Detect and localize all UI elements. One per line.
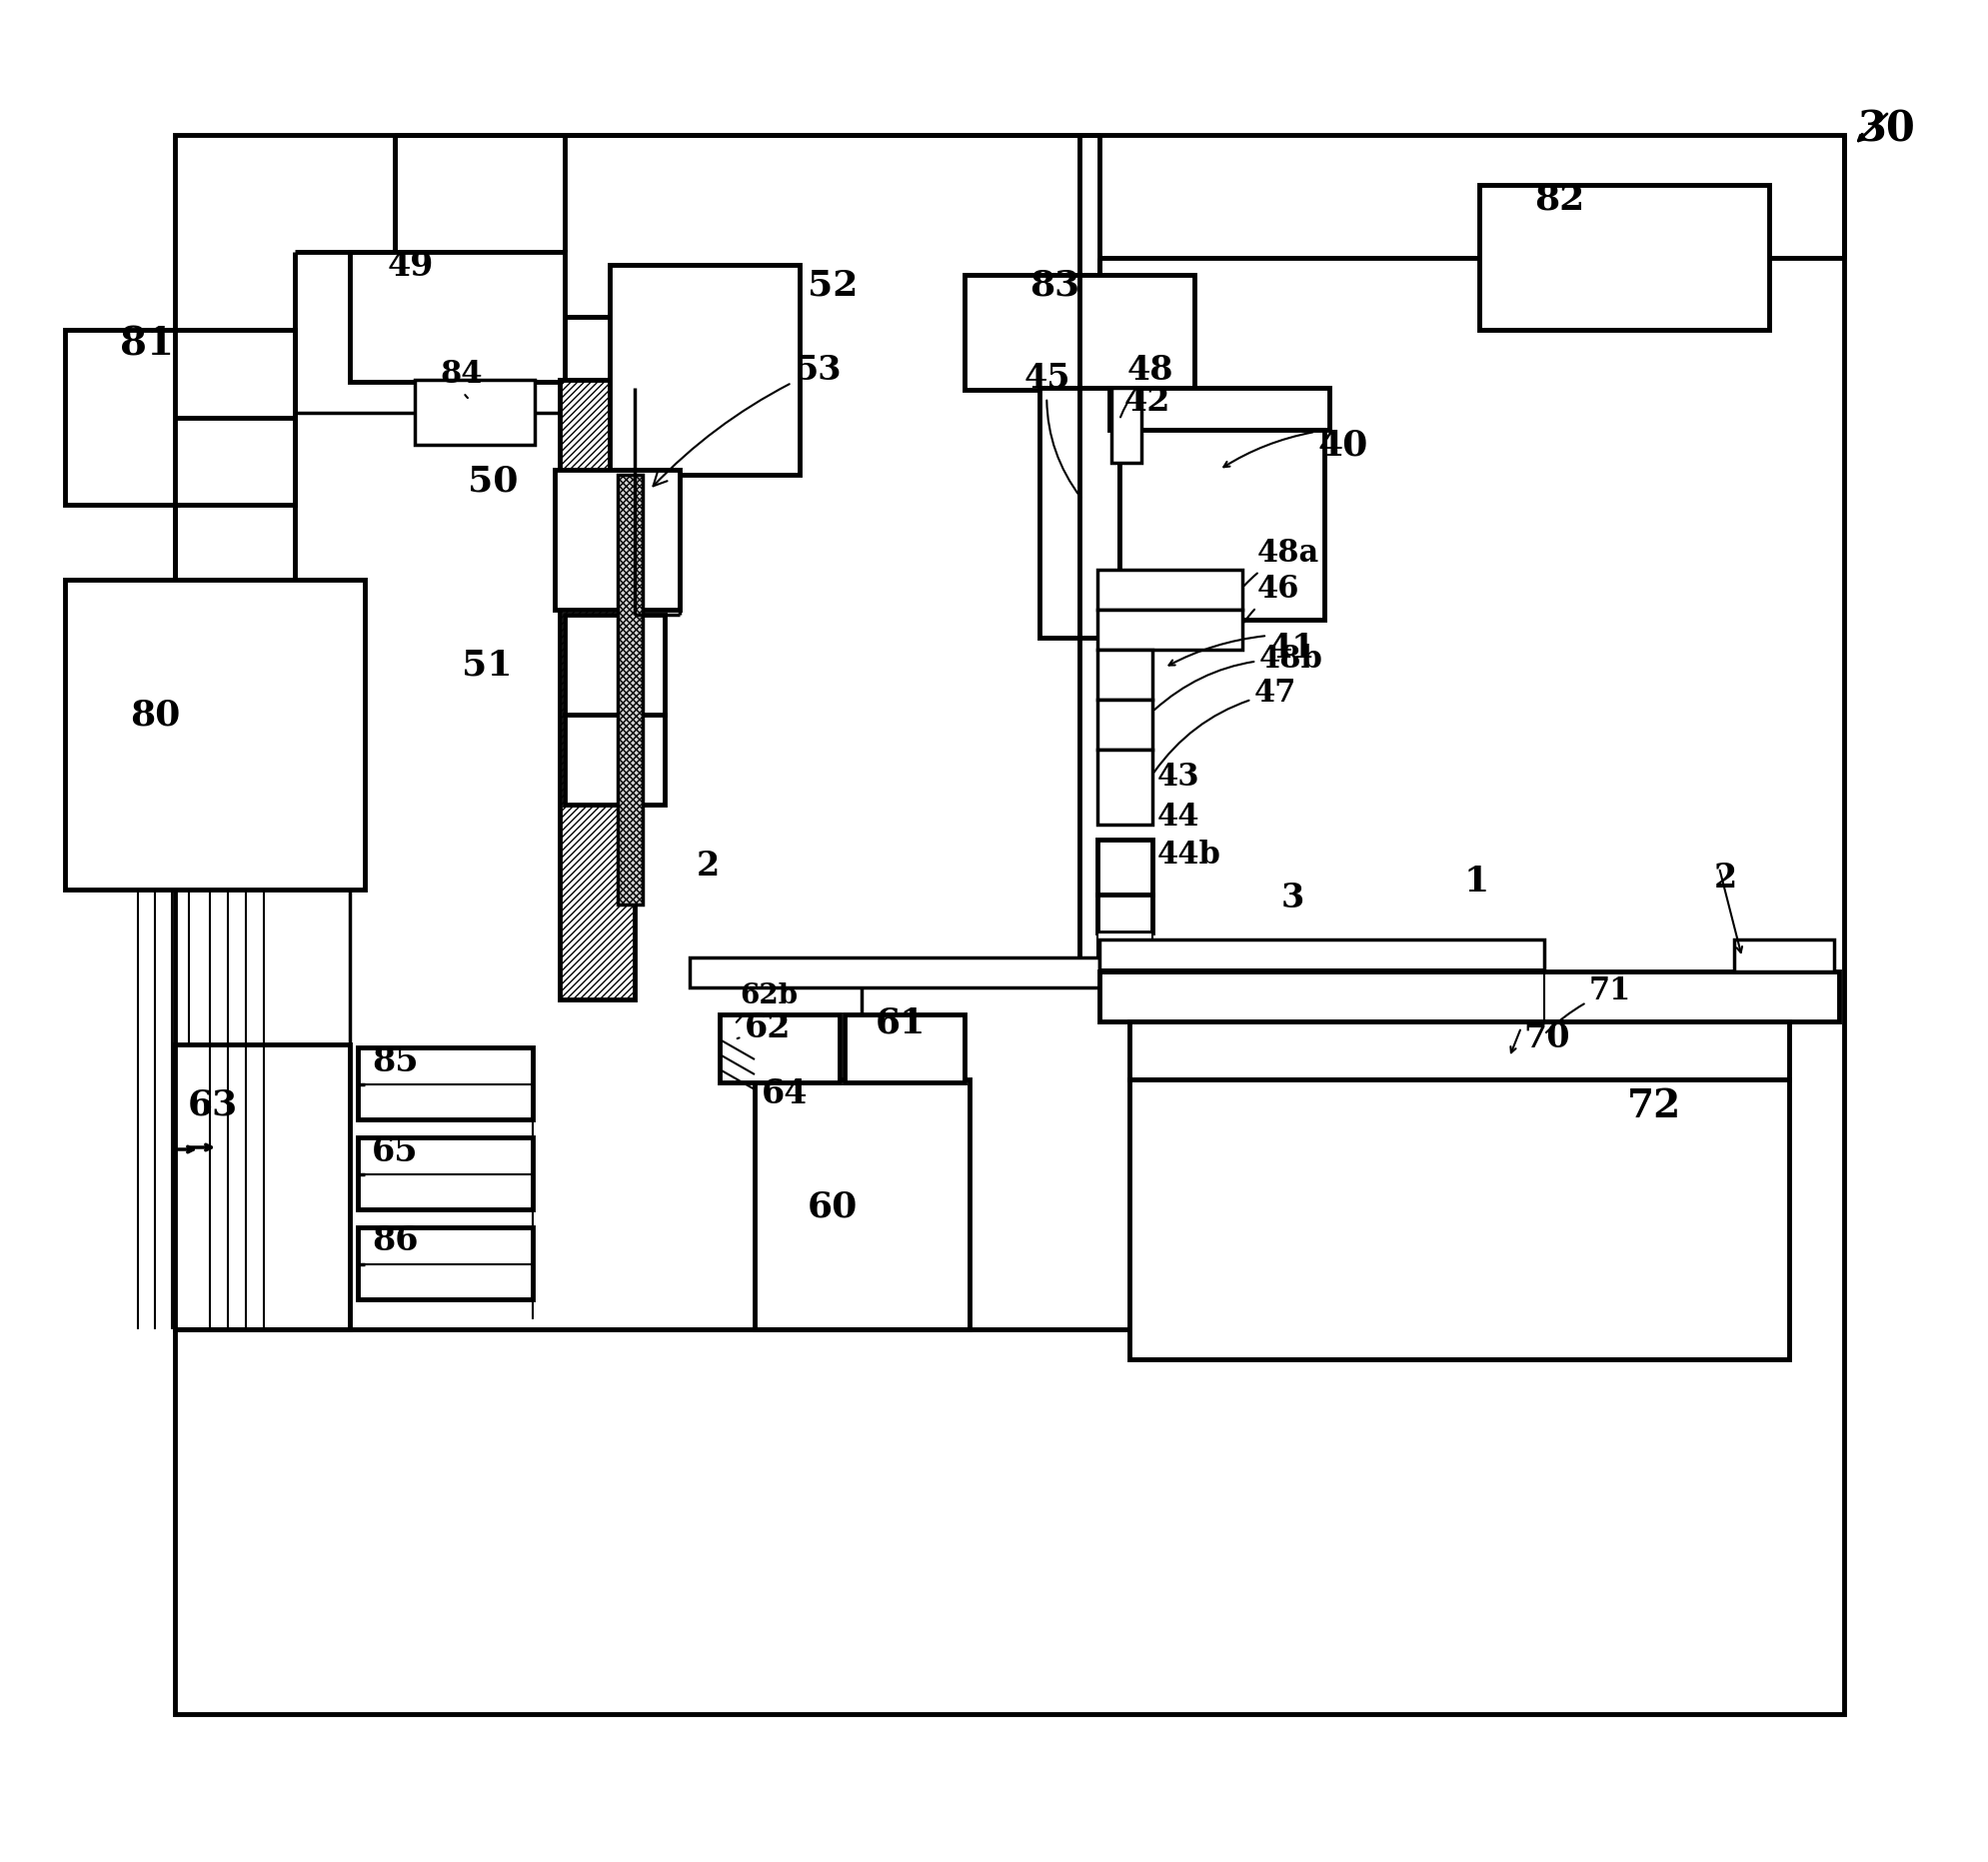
Text: 51: 51 [461,648,513,681]
Text: 85: 85 [372,1045,417,1078]
Bar [1097,700,1151,750]
Text: 3: 3 [1280,881,1304,914]
Text: 44b: 44b [1157,840,1221,871]
Text: 63: 63 [187,1087,239,1121]
Text: 86: 86 [372,1225,417,1257]
Bar [1099,972,1839,1022]
Text: 61: 61 [875,1007,926,1041]
Bar [964,276,1195,389]
Bar [555,469,680,609]
Bar [1119,419,1324,620]
Bar [1097,650,1151,700]
Text: 1: 1 [1463,864,1489,899]
Text: 46: 46 [1242,573,1298,622]
Text: 83: 83 [1030,268,1079,302]
Bar [1129,1080,1787,1359]
Text: 60: 60 [807,1190,857,1223]
Bar [610,264,799,475]
Text: 70: 70 [1523,1022,1569,1054]
Text: 41: 41 [1268,631,1316,665]
Bar [358,1138,533,1208]
Bar [1109,387,1328,430]
Text: 81: 81 [119,326,173,363]
Bar [565,614,664,715]
Bar [358,1227,533,1300]
Bar [66,579,364,890]
Bar [175,1045,350,1329]
Bar [1129,1022,1787,1080]
Text: 43: 43 [1157,762,1199,793]
Text: 40: 40 [1316,428,1368,462]
Text: 49: 49 [388,250,433,283]
Bar [66,330,294,505]
Bar [1111,387,1141,464]
Bar [565,715,664,804]
Bar [1479,184,1767,330]
Text: 62: 62 [738,1011,791,1045]
Bar [1097,609,1242,650]
Text: 42: 42 [1123,385,1171,417]
Text: 48b: 48b [1153,644,1322,709]
Bar [1040,387,1119,637]
Bar [1734,940,1833,972]
Bar [753,1080,968,1329]
Text: 50: 50 [467,466,519,499]
Text: 72: 72 [1626,1087,1680,1125]
Bar [1097,840,1151,894]
Bar [845,1015,964,1082]
Bar [720,1015,839,1082]
Text: 2: 2 [1714,862,1736,894]
Bar [350,251,565,382]
Bar [1097,894,1151,933]
Text: 47: 47 [1153,678,1296,773]
Text: 65: 65 [372,1136,417,1167]
Bar [1097,570,1242,609]
Text: 84: 84 [439,359,481,398]
Bar [1097,933,1151,957]
Bar [559,475,674,605]
Bar [1097,750,1151,825]
Text: 52: 52 [807,268,857,302]
Bar [358,1048,533,1119]
Text: 71: 71 [1545,976,1630,1033]
Bar [559,380,634,1000]
Bar [690,957,1099,987]
Text: 48: 48 [1119,354,1173,417]
Text: 62b: 62b [736,983,797,1022]
Text: 48a: 48a [1244,538,1318,587]
Text: 82: 82 [1533,182,1584,216]
Text: 2: 2 [696,849,720,883]
Text: 80: 80 [129,698,181,732]
Text: 53: 53 [652,354,841,486]
Bar [415,380,535,445]
Bar [175,134,1843,1715]
Text: 30: 30 [1857,108,1914,151]
Text: 45: 45 [1024,361,1079,497]
Text: 64: 64 [761,1078,807,1110]
Text: 44: 44 [1157,801,1199,832]
Bar [618,475,642,905]
Bar [1099,940,1543,972]
